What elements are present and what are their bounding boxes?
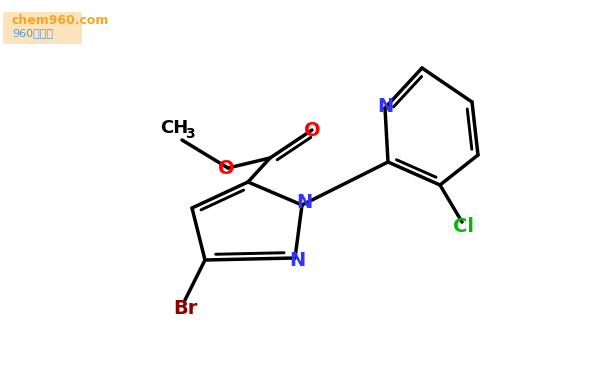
Text: CH: CH [160, 119, 188, 137]
Text: O: O [304, 120, 320, 140]
Text: N: N [296, 194, 312, 213]
Text: O: O [218, 159, 234, 177]
Text: Br: Br [173, 298, 197, 318]
Text: 960化工网: 960化工网 [12, 28, 53, 38]
Text: 3: 3 [185, 127, 195, 141]
FancyBboxPatch shape [3, 12, 82, 44]
Text: N: N [289, 251, 305, 270]
Text: Cl: Cl [454, 217, 474, 237]
Text: chem960.com: chem960.com [12, 13, 110, 27]
Text: N: N [377, 96, 393, 116]
